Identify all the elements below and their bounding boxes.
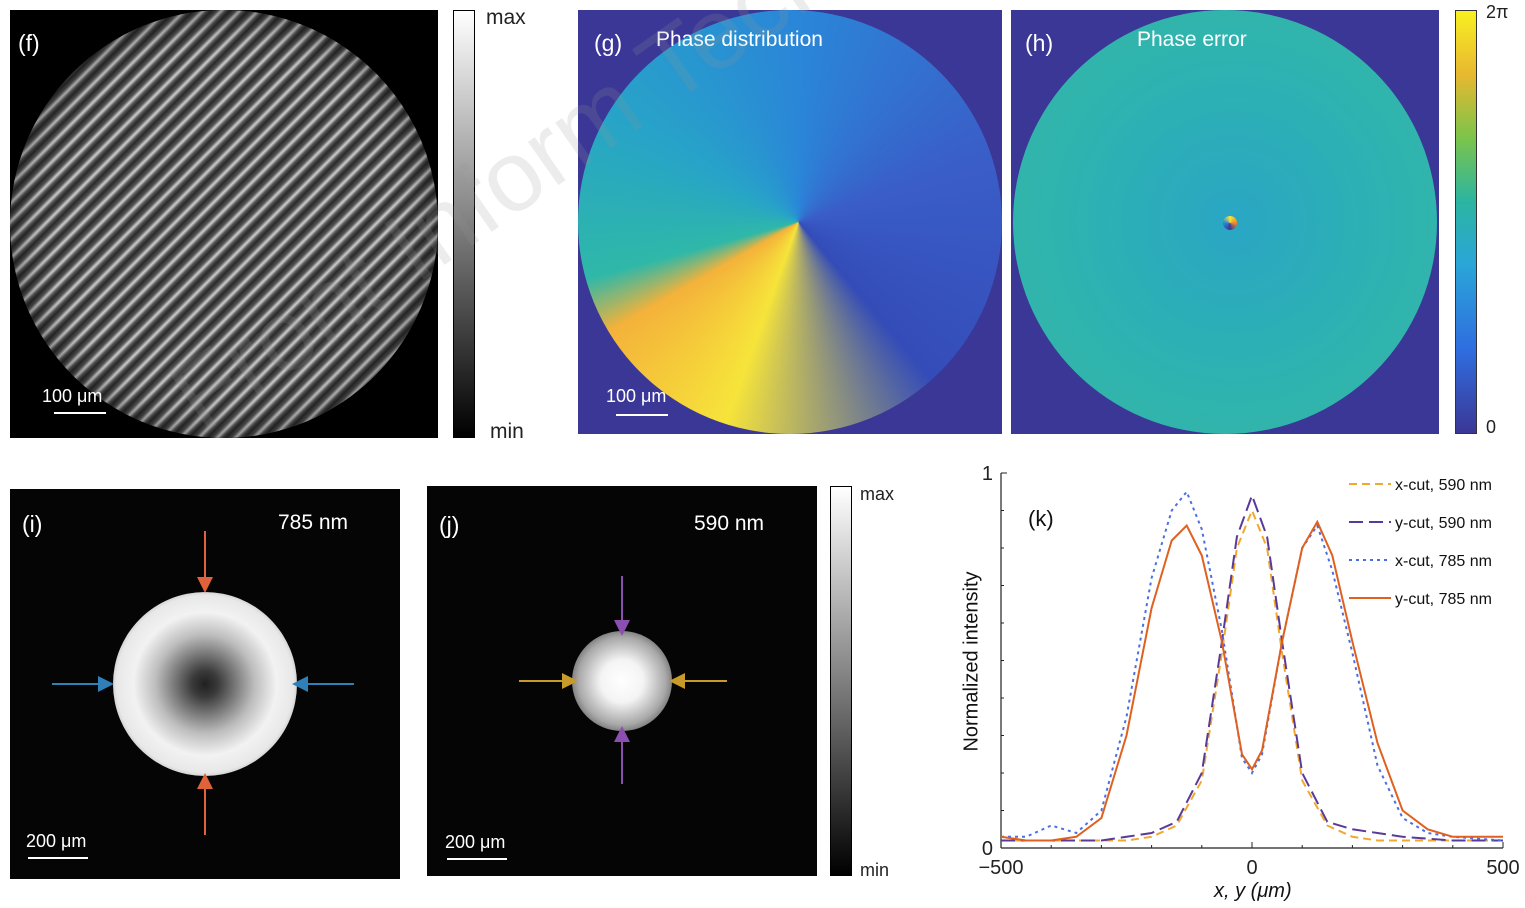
panel-i-wavelength: 785 nm [278, 511, 349, 534]
x-tick-label: 0 [1246, 857, 1257, 879]
panel-j: (j) 590 nm 200 μm [427, 486, 817, 876]
x-tick-label: 500 [1486, 857, 1519, 879]
panel-g: (g) Phase distribution 100 μm [578, 10, 1002, 434]
legend-label: x-cut, 785 nm [1395, 553, 1492, 570]
colorbar-j-max: max [860, 484, 895, 504]
panel-f-label: (f) [18, 30, 40, 56]
series-line [1001, 492, 1503, 842]
panel-k-label: (k) [1028, 506, 1054, 531]
colorbar-h-max: 2π [1486, 2, 1509, 22]
panel-h-title: Phase error [1137, 28, 1247, 51]
chart-ylabel: Normalized intensity [960, 571, 983, 752]
series-line [1001, 489, 1504, 842]
panel-h-label: (h) [1025, 30, 1054, 56]
colorbar-j-min: min [860, 860, 890, 880]
colorbar-f-min: min [490, 420, 524, 443]
panel-g-label: (g) [594, 30, 623, 56]
panel-f-scale-label: 100 μm [42, 386, 103, 406]
panel-f: (f) 100 μm [10, 10, 438, 438]
panel-j-label: (j) [439, 512, 460, 538]
legend-label: y-cut, 590 nm [1395, 515, 1492, 532]
singularity-dot [1223, 216, 1237, 230]
y-tick-label: 1 [982, 463, 993, 485]
panel-f-scale-bar [54, 412, 106, 414]
panel-g-scale-bar [616, 414, 668, 416]
x-tick-label: −500 [978, 857, 1023, 879]
donut-beam [113, 592, 297, 776]
panel-g-scale-label: 100 μm [606, 386, 667, 406]
panel-i-scale-bar [28, 857, 88, 859]
phase-disk [578, 10, 1002, 434]
colorbar-f-max: max [486, 6, 526, 29]
panel-h: (h) Phase error [1011, 10, 1439, 434]
colorbar-j [830, 486, 852, 876]
panel-i: (i) 785 nm 200 μm [10, 489, 400, 879]
series-line [1001, 507, 1503, 842]
y-tick-label: 0 [982, 838, 993, 860]
legend-label: y-cut, 785 nm [1395, 591, 1492, 608]
series-line [1000, 519, 1503, 842]
panel-j-scale-bar [447, 858, 507, 860]
panel-g-title: Phase distribution [656, 28, 823, 51]
panel-j-arrows [519, 576, 727, 784]
colorbar-h [1455, 10, 1477, 434]
panel-i-label: (i) [22, 511, 43, 537]
panel-i-arrows [52, 531, 354, 835]
panel-j-wavelength: 590 nm [694, 512, 765, 535]
panel-j-scale-label: 200 μm [445, 832, 506, 852]
fringe-disk [10, 10, 438, 438]
colorbar-f [453, 10, 475, 438]
chart-series [1000, 489, 1504, 842]
chart-legend: x-cut, 590 nm y-cut, 590 nm x-cut, 785 nm y… [1349, 477, 1492, 608]
gaussian-spot [572, 631, 672, 731]
panel-i-scale-label: 200 μm [26, 831, 87, 851]
colorbar-h-min: 0 [1486, 417, 1497, 437]
chart-xlabel: x, y (μm) [1214, 880, 1292, 902]
legend-label: x-cut, 590 nm [1395, 477, 1492, 494]
